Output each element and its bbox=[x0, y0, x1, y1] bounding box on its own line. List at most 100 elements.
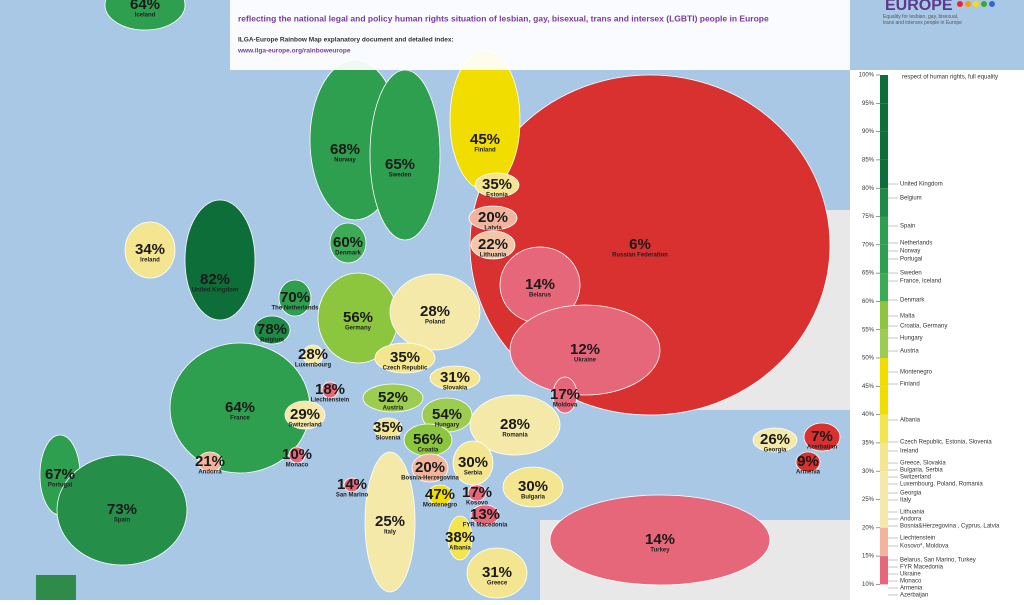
legend-tick-label: 45% bbox=[862, 384, 875, 390]
country-name: Finland bbox=[474, 148, 496, 154]
country-name: Austria bbox=[383, 406, 404, 412]
country-shape bbox=[452, 440, 494, 486]
header-box bbox=[230, 0, 850, 70]
legend-segment bbox=[880, 159, 888, 189]
country-shape bbox=[389, 273, 481, 351]
legend-tick-label: 30% bbox=[862, 469, 875, 475]
country-score: 35% bbox=[390, 349, 420, 366]
country-shape bbox=[184, 199, 256, 321]
legend-entry: Belarus, San Marino, Turkey bbox=[900, 558, 976, 564]
country-name: Norway bbox=[334, 158, 356, 164]
country-shape bbox=[549, 494, 771, 586]
country-shape bbox=[104, 0, 186, 31]
legend-entry: Finland bbox=[900, 382, 920, 388]
country-name: Turkey bbox=[650, 548, 670, 554]
legend-tick-label: 60% bbox=[862, 299, 875, 305]
legend-entry: Andorra bbox=[900, 517, 922, 523]
legend-segment bbox=[880, 442, 888, 472]
legend-entry: United Kingdom bbox=[900, 182, 943, 188]
legend-entry: Sweden bbox=[900, 271, 922, 277]
country-score: 30% bbox=[518, 478, 548, 495]
country-shape bbox=[362, 383, 424, 413]
country-name: Moldova bbox=[553, 403, 578, 409]
legend-entry: Spain bbox=[900, 224, 915, 230]
country-name: United Kingdom bbox=[192, 288, 238, 294]
index-note: ILGA-Europe Rainbow Map explanatory docu… bbox=[238, 37, 454, 44]
legend-segment bbox=[880, 131, 888, 160]
country-shape bbox=[469, 394, 561, 456]
legend-segment bbox=[880, 556, 888, 585]
country-shape bbox=[411, 453, 449, 483]
country-score: 25% bbox=[375, 513, 405, 530]
country-score: 22% bbox=[478, 236, 508, 253]
country-shape bbox=[373, 417, 403, 439]
country-name: Russian Federation bbox=[612, 253, 668, 259]
country-shape bbox=[803, 422, 841, 452]
country-name: Lithuania bbox=[480, 253, 507, 259]
country-name: Denmark bbox=[335, 251, 361, 257]
legend-entry: Ukraine bbox=[900, 572, 921, 578]
country-name: FYR Macedonia bbox=[463, 523, 508, 529]
country-name: Andorra bbox=[198, 470, 222, 476]
country-name: Croatia bbox=[418, 448, 439, 454]
legend-entry: Montenegro bbox=[900, 370, 933, 376]
legend-entry: Bosnia&Herzegovina , Cyprus, Latvia bbox=[900, 524, 1000, 530]
country-name: Kosovo bbox=[466, 501, 488, 507]
index-url[interactable]: www.ilga-europe.org/rainboweurope bbox=[237, 48, 351, 55]
legend-tick-label: 100% bbox=[859, 73, 875, 79]
legend-segment bbox=[880, 499, 888, 528]
country-score: 29% bbox=[290, 406, 320, 423]
country-score: 70% bbox=[280, 289, 310, 306]
country-name: Belgium bbox=[260, 338, 284, 344]
legend-entry: Austria bbox=[900, 349, 919, 355]
header-subtitle: reflecting the national legal and policy… bbox=[238, 13, 769, 23]
legend-segment bbox=[880, 103, 888, 132]
country-score: 31% bbox=[482, 564, 512, 581]
country-shape bbox=[427, 484, 453, 506]
legend-entry: Luxembourg, Poland, Romania bbox=[900, 482, 983, 488]
country-shape bbox=[278, 279, 312, 317]
country-name: Belarus bbox=[529, 293, 552, 299]
country-name: Slovakia bbox=[443, 386, 468, 392]
country-score: 10% bbox=[282, 446, 312, 463]
legend-tick-label: 20% bbox=[862, 525, 875, 531]
country-labels: 6%Russian Federation14%Turkey64%Iceland6… bbox=[45, 0, 838, 587]
legend-entry: Portugal bbox=[900, 257, 922, 263]
legend-entry: Italy bbox=[900, 498, 911, 504]
country-shape bbox=[447, 515, 473, 561]
country-name: Ukraine bbox=[574, 358, 597, 364]
legend-entry: Georgia bbox=[900, 491, 922, 497]
country-name: Germany bbox=[345, 326, 372, 332]
country-name: Latvia bbox=[484, 226, 502, 232]
country-shape bbox=[474, 172, 520, 198]
legend-tick-label: 90% bbox=[862, 129, 875, 135]
country-name: Montenegro bbox=[423, 503, 458, 509]
logo-tagline-box: Equality for lesbian, gay, bisexual, tra… bbox=[883, 14, 962, 26]
legend-segment bbox=[880, 527, 888, 557]
legend-entry: Denmark bbox=[900, 298, 925, 304]
country-score: 20% bbox=[478, 209, 508, 226]
countries bbox=[39, 0, 841, 599]
country-score: 20% bbox=[415, 459, 445, 476]
country-name: Sweden bbox=[389, 173, 412, 179]
country-name: The Netherlands bbox=[271, 306, 319, 312]
country-shape bbox=[364, 451, 416, 593]
country-shape bbox=[468, 205, 518, 231]
legend-entry: Liechtenstein bbox=[900, 536, 935, 542]
legend-segment bbox=[880, 75, 888, 104]
legend-entry: Malta bbox=[900, 314, 915, 320]
country-name: Slovenia bbox=[376, 436, 401, 442]
country-name: Spain bbox=[114, 518, 131, 524]
legend: 100% 95% 90% 85% 80% 75% 70% 65% 60% 55% 50% 45% 40%… bbox=[859, 73, 1000, 599]
country-score: 31% bbox=[440, 369, 470, 386]
country-name: Monaco bbox=[286, 463, 309, 469]
legend-entry: Switzerland bbox=[900, 475, 931, 481]
country-shape bbox=[321, 381, 339, 399]
country-name: France bbox=[230, 416, 250, 422]
country-score: 17% bbox=[462, 484, 492, 501]
country-score: 14% bbox=[337, 476, 367, 493]
country-name: Azerbaijan bbox=[807, 445, 838, 451]
legend-entry: Norway bbox=[900, 249, 920, 255]
legend-entry: Greece, Slovakia bbox=[900, 461, 946, 467]
